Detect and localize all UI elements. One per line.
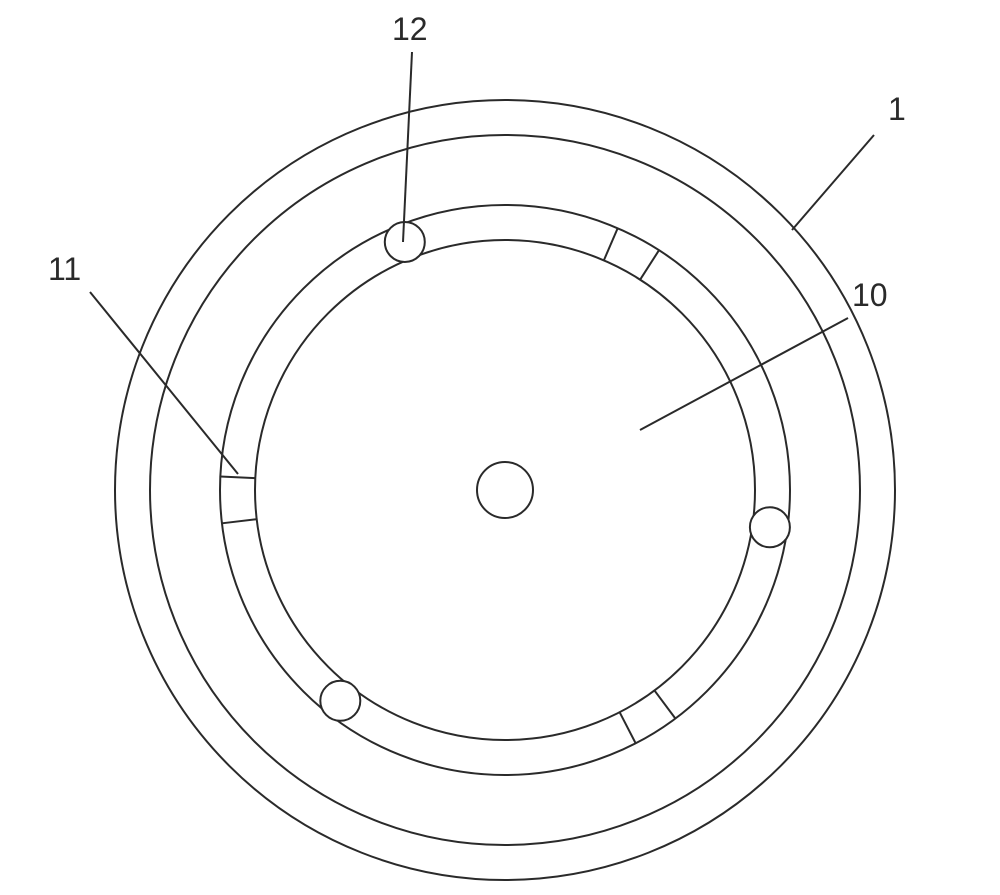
ring-pin: [320, 681, 360, 721]
ring-pin: [750, 507, 790, 547]
callout-label-12: 12: [392, 11, 428, 47]
callout-leader-11: [90, 292, 238, 474]
callout-leader-1: [792, 135, 874, 230]
ring-tab-edge: [640, 250, 659, 279]
ring-tab-edge: [620, 712, 636, 743]
circle-outer_inner: [150, 135, 860, 845]
ring-tab-edge: [220, 477, 255, 479]
callout-label-11: 11: [48, 251, 81, 287]
ring-tab-edge: [222, 519, 257, 523]
ring-pin: [385, 222, 425, 262]
circle-hub: [477, 462, 533, 518]
diagram-svg: 1211110: [0, 0, 1000, 895]
callout-label-1: 1: [888, 91, 906, 127]
ring-tab-edge: [604, 228, 618, 260]
ring-tab-edge: [654, 690, 675, 718]
circle-outer: [115, 100, 895, 880]
circle-ring_outer: [220, 205, 790, 775]
circle-ring_inner: [255, 240, 755, 740]
callout-label-10: 10: [852, 277, 888, 313]
